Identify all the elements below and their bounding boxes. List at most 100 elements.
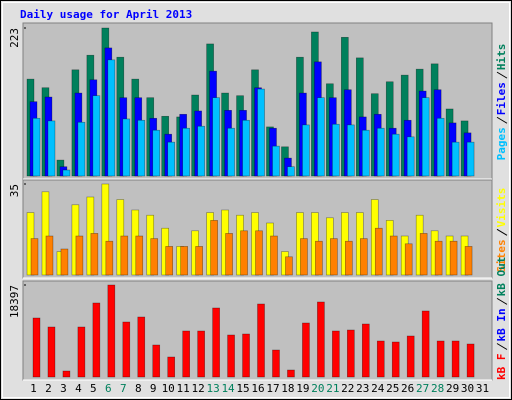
bar [419, 233, 428, 276]
bar [182, 127, 190, 177]
bar [421, 97, 430, 177]
y-tick-label: 223 [8, 28, 21, 48]
y-tick-group: 35 [8, 184, 21, 197]
x-tick-label: 25 [386, 382, 399, 395]
bar [361, 129, 370, 177]
bar [180, 246, 188, 276]
bar [32, 317, 41, 378]
bar [60, 248, 69, 276]
bar [105, 240, 114, 276]
bar [135, 235, 144, 276]
y-tick-label: 18397 [8, 285, 21, 318]
bar [227, 334, 235, 378]
bar [152, 344, 161, 378]
bar [90, 233, 99, 276]
bar [210, 220, 218, 276]
bar [302, 322, 310, 378]
bar [272, 349, 280, 378]
bar [421, 310, 430, 378]
legend-label: Visits [495, 188, 508, 228]
bar [212, 307, 220, 378]
bar [122, 321, 131, 378]
chart-title: Daily usage for April 2013 [20, 8, 192, 21]
bar [272, 145, 280, 177]
bar [466, 141, 475, 177]
bar [315, 240, 323, 276]
bar [62, 370, 71, 378]
bar [30, 238, 39, 276]
bar [255, 230, 263, 276]
x-tick-label: 19 [296, 382, 309, 395]
y-tick-group: 223 [8, 28, 21, 48]
bar [436, 117, 445, 177]
bar [389, 235, 398, 276]
x-tick-label: 8 [135, 382, 142, 395]
bar [122, 118, 131, 177]
legend-separator [496, 228, 508, 236]
x-tick-label: 13 [206, 382, 219, 395]
x-tick-label: 15 [236, 382, 249, 395]
bar [101, 183, 110, 276]
x-tick-label: 27 [416, 382, 429, 395]
legend-separator [496, 116, 508, 124]
legend-label: Files [495, 82, 508, 115]
x-tick-label: 30 [461, 382, 474, 395]
bar [330, 238, 338, 276]
bar [434, 240, 443, 276]
x-tick-label: 1 [30, 382, 37, 395]
x-tick-label: 5 [90, 382, 97, 395]
bar [120, 235, 129, 276]
bar [391, 133, 400, 177]
x-tick-label: 10 [162, 382, 175, 395]
x-tick-label: 29 [446, 382, 459, 395]
bar [137, 316, 146, 378]
y-tick-group: 18397 [8, 285, 21, 318]
bar [242, 333, 250, 378]
bar [47, 120, 56, 177]
bar [285, 256, 293, 276]
bar [41, 191, 50, 276]
x-tick-label: 18 [281, 382, 294, 395]
bar [47, 326, 56, 378]
bar [240, 230, 248, 276]
bar [451, 141, 460, 177]
bar [359, 238, 368, 276]
bar [287, 369, 295, 378]
x-tick-label: 23 [356, 382, 369, 395]
bar [107, 284, 116, 378]
bar [302, 124, 310, 177]
bar [345, 240, 353, 276]
bar [436, 340, 445, 378]
x-tick-label: 6 [105, 382, 112, 395]
bar [332, 330, 340, 378]
bar [182, 330, 190, 378]
legend-label: Sites [495, 239, 508, 272]
y-tick-label: 35 [8, 184, 21, 197]
x-tick-label: 24 [371, 382, 385, 395]
bar [165, 246, 174, 276]
bar [332, 123, 340, 177]
legend-label: Hits [495, 44, 508, 71]
bar [464, 246, 473, 276]
bar [287, 166, 295, 177]
legend-separator [496, 343, 508, 350]
bar [466, 343, 475, 378]
bar [376, 127, 385, 177]
bar [32, 117, 41, 177]
bar [406, 335, 415, 378]
x-tick-label: 22 [341, 382, 354, 395]
bar [347, 329, 355, 378]
bar [197, 125, 205, 177]
x-tick-label: 17 [266, 382, 279, 395]
x-tick-label: 21 [326, 382, 339, 395]
x-tick-label: 4 [75, 382, 82, 395]
bar [257, 88, 265, 177]
legend-separator [496, 297, 508, 305]
bar [150, 238, 159, 276]
x-tick-label: 12 [192, 382, 205, 395]
bar [361, 323, 370, 378]
bar [391, 341, 400, 378]
bar [167, 356, 176, 378]
